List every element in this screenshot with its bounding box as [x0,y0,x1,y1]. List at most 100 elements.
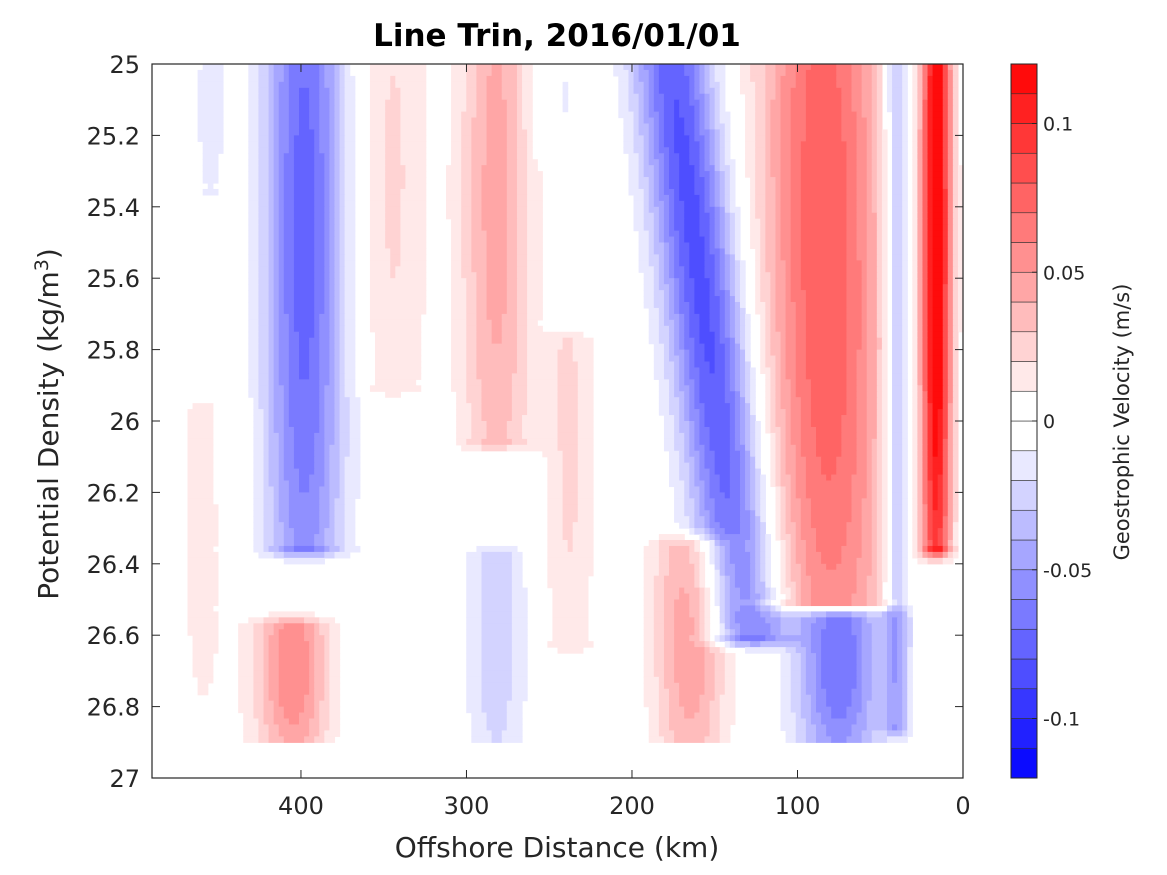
contour-cell [684,206,701,214]
contour-cell [451,141,462,148]
contour-cell [902,302,908,309]
contour-cell [278,218,285,226]
contour-cell [922,337,929,345]
contour-cell [922,123,929,131]
contour-cell [704,462,716,470]
contour-cell [856,224,868,232]
contour-cell [790,534,797,541]
contour-cell [187,551,219,559]
contour-cell [451,290,467,297]
contour-cell [481,409,513,416]
contour-cell [795,349,807,357]
contour-cell [932,361,944,369]
contour-cell [881,236,888,244]
contour-cell [486,123,508,131]
contour-cell [947,421,954,428]
contour-cell [892,444,903,452]
contour-cell [628,188,645,196]
contour-cell [461,254,472,261]
contour-cell [344,81,356,89]
contour-cell [760,522,766,529]
contour-cell [790,188,802,196]
contour-cell [268,337,275,345]
contour-cell [506,296,518,303]
contour-cell [745,99,756,107]
contour-cell [932,444,939,452]
contour-cell [729,456,741,464]
contour-cell [841,93,853,101]
contour-cell [816,540,848,547]
contour-cell [790,480,797,488]
contour-cell [922,129,929,136]
contour-cell [765,141,771,148]
contour-cell [745,415,751,422]
contour-cell [770,337,782,345]
contour-cell [775,444,782,452]
contour-cell [704,165,716,172]
contour-cell [927,242,934,250]
contour-cell [669,474,680,482]
contour-cell [770,468,777,476]
contour-cell [557,444,579,452]
contour-cell [694,510,701,517]
contour-cell [922,522,929,529]
contour-cell [917,123,924,131]
contour-cell [709,522,721,529]
contour-cell [334,438,341,446]
contour-cell [679,296,685,303]
contour-cell [349,426,361,434]
contour-cell [704,183,711,190]
contour-cell [876,426,883,434]
contour-cell [699,611,706,618]
contour-cell [871,87,878,95]
contour-cell [800,569,807,577]
contour-cell [932,403,944,410]
contour-cell [339,438,351,446]
contour-cell [648,194,655,202]
contour-cell [917,93,924,101]
contour-cell [699,474,711,482]
contour-cell [699,599,706,607]
contour-cell [674,307,680,315]
contour-cell [704,105,711,113]
contour-cell [329,117,336,125]
contour-cell [273,551,285,559]
contour-cell [775,450,782,458]
contour-cell [947,248,954,255]
contour-cell [461,135,472,142]
contour-cell [745,504,751,511]
contour-cell [902,236,908,244]
contour-cell [714,165,721,172]
contour-cell [319,391,325,398]
contour-cell [795,69,807,77]
contour-cell [694,444,706,452]
contour-cell [876,260,883,267]
contour-cell [278,468,285,476]
contour-cell [760,248,766,255]
contour-cell [800,177,848,184]
contour-cell [369,230,386,238]
contour-cell [805,331,848,339]
contour-cell [562,468,579,476]
contour-cell [947,123,954,131]
contour-cell [268,397,275,404]
contour-cell [714,266,721,273]
contour-cell [917,284,924,291]
contour-cell [775,409,787,416]
contour-cell [755,545,761,553]
contour-cell [775,64,787,71]
contour-cell [932,432,939,440]
contour-cell [547,581,589,589]
contour-cell [658,278,665,285]
contour-cell [922,99,929,107]
contour-cell [638,153,645,160]
contour-cell [669,403,680,410]
contour-cell [745,153,756,160]
contour-cell [451,111,462,119]
contour-cell [293,545,315,553]
contour-cell [369,260,391,267]
contour-cell [912,391,918,398]
contour-cell [846,171,858,178]
contour-cell [278,224,285,232]
contour-cell [841,444,858,452]
